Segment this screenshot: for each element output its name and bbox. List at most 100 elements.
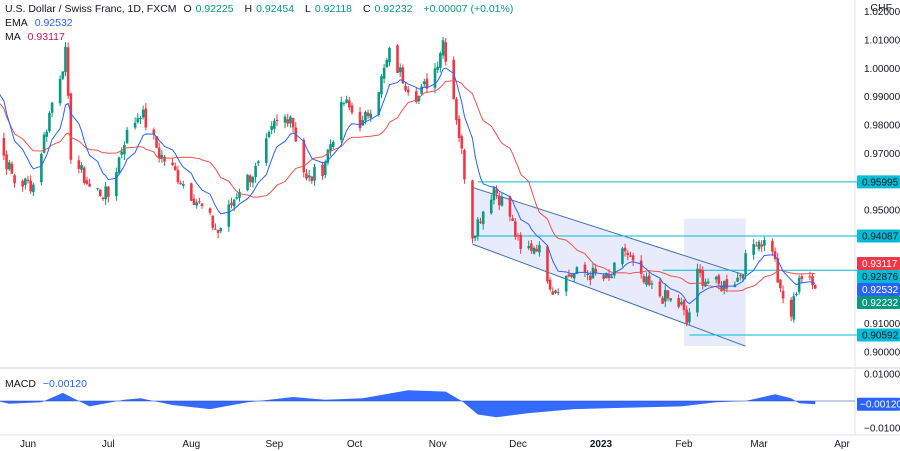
candle-body bbox=[797, 277, 801, 292]
price-badge-label: 0.95995 bbox=[862, 177, 899, 188]
candle-body bbox=[792, 296, 796, 320]
time-tick-label: Aug bbox=[182, 439, 200, 450]
candle-body bbox=[321, 164, 324, 176]
candle-body bbox=[42, 134, 46, 153]
candle-body bbox=[698, 269, 702, 273]
candle-body bbox=[182, 184, 185, 186]
candle-body bbox=[497, 195, 501, 206]
price-tick-label: 0.90000 bbox=[864, 347, 900, 358]
candle-body bbox=[171, 162, 174, 166]
candles bbox=[2, 36, 817, 327]
candle-body bbox=[476, 219, 480, 237]
candle-body bbox=[120, 151, 124, 155]
candle-body bbox=[398, 67, 402, 73]
candle-body bbox=[755, 245, 758, 247]
candle-body bbox=[366, 112, 370, 117]
candle-body bbox=[642, 276, 646, 283]
candle-body bbox=[310, 176, 314, 181]
price-badge bbox=[857, 229, 900, 243]
candle-body bbox=[286, 119, 290, 124]
candle-body bbox=[650, 283, 654, 285]
candle-body bbox=[567, 274, 571, 277]
candle-body bbox=[396, 45, 399, 73]
candle-body bbox=[200, 203, 204, 206]
candle-body bbox=[50, 102, 54, 113]
candle-body bbox=[717, 275, 721, 284]
candle-body bbox=[463, 150, 466, 180]
legend-ma-value: 0.93117 bbox=[27, 31, 65, 43]
candle-body bbox=[348, 100, 351, 108]
candle-body bbox=[420, 86, 423, 94]
candle-body bbox=[457, 118, 461, 138]
candle-body bbox=[647, 275, 651, 285]
candle-body bbox=[495, 189, 498, 194]
candle-body bbox=[479, 221, 482, 223]
candle-body bbox=[763, 240, 766, 246]
candle-body bbox=[720, 285, 723, 292]
legend-ema: EMA 0.92532 bbox=[5, 17, 77, 29]
candle-body bbox=[519, 234, 522, 249]
candle-body bbox=[527, 245, 531, 249]
candle-body bbox=[639, 260, 643, 274]
legend-close: C 0.92232 bbox=[362, 3, 413, 15]
candle-body bbox=[123, 145, 126, 155]
candle-body bbox=[273, 120, 276, 129]
candle-body bbox=[738, 275, 742, 277]
time-tick-label: Apr bbox=[834, 439, 850, 450]
candle-body bbox=[401, 67, 405, 84]
candle-body bbox=[214, 228, 217, 230]
macd-tick-label: 0.01000 bbox=[864, 370, 900, 381]
candle-body bbox=[546, 246, 549, 282]
candle-body bbox=[781, 290, 785, 299]
candle-body bbox=[623, 247, 627, 252]
candle-body bbox=[192, 198, 196, 206]
candle-body bbox=[227, 204, 231, 227]
candle-body bbox=[489, 199, 493, 214]
candle-body bbox=[744, 253, 747, 275]
price-tick-label: 0.98000 bbox=[864, 121, 900, 132]
candle-body bbox=[460, 136, 464, 149]
candle-body bbox=[473, 235, 477, 239]
price-badge bbox=[857, 282, 900, 296]
time-tick-label: Feb bbox=[675, 439, 693, 450]
candle-body bbox=[516, 235, 520, 237]
candle-body bbox=[602, 275, 605, 279]
legend-low: L 0.92118 bbox=[305, 3, 353, 15]
candle-body bbox=[305, 173, 308, 179]
candle-body bbox=[107, 186, 110, 197]
candle-body bbox=[388, 47, 391, 63]
candle-body bbox=[104, 186, 107, 200]
candle-body bbox=[58, 78, 62, 104]
price-badge-label: 0.94087 bbox=[862, 231, 899, 242]
candle-body bbox=[586, 273, 589, 276]
candle-body bbox=[69, 93, 73, 160]
candle-body bbox=[24, 178, 27, 185]
candle-body bbox=[283, 116, 287, 123]
candle-body bbox=[21, 180, 24, 187]
candle-body bbox=[275, 119, 279, 121]
candle-body bbox=[663, 289, 667, 302]
candle-body bbox=[779, 279, 782, 289]
candle-body bbox=[313, 166, 316, 181]
macd-badge bbox=[857, 397, 900, 411]
price-badge-label: 0.93117 bbox=[862, 259, 898, 270]
candle-body bbox=[40, 153, 43, 183]
candle-body bbox=[232, 199, 236, 207]
legend-macd: MACD −0.00120 bbox=[5, 378, 91, 390]
candle-body bbox=[492, 187, 496, 201]
price-tick-label: 1.02000 bbox=[864, 7, 900, 18]
candle-body bbox=[404, 85, 407, 91]
candle-body bbox=[538, 245, 541, 253]
candle-body bbox=[163, 156, 166, 162]
price-badge bbox=[857, 256, 900, 270]
candle-body bbox=[688, 312, 691, 323]
candle-body bbox=[795, 293, 798, 295]
candle-body bbox=[481, 211, 485, 225]
candle-body bbox=[414, 91, 418, 103]
candle-body bbox=[677, 298, 680, 307]
candle-body bbox=[246, 174, 249, 191]
candle-body bbox=[26, 180, 30, 182]
price-badge bbox=[857, 328, 900, 342]
price-badge-label: 0.92232 bbox=[862, 298, 899, 309]
